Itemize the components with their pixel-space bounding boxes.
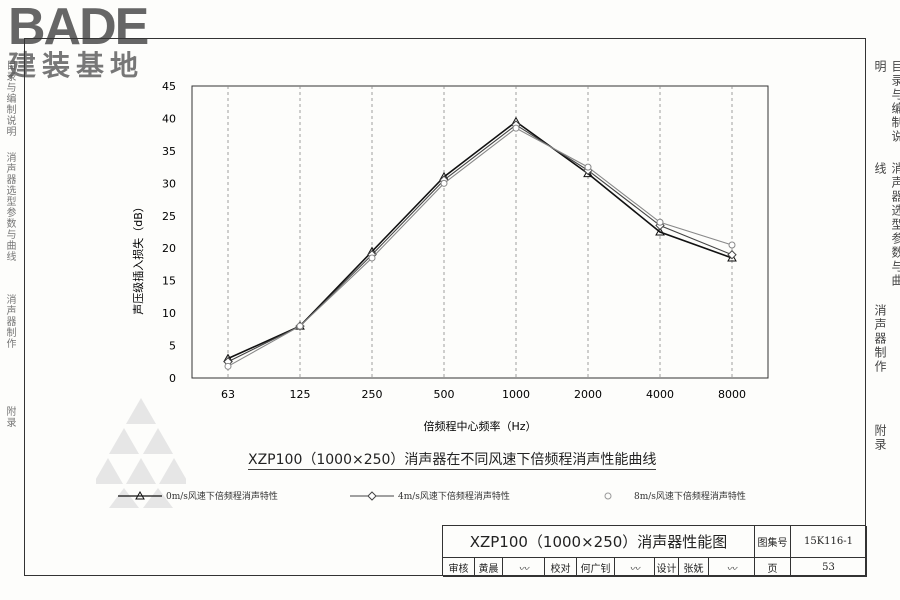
atlas-label: 图集号	[755, 526, 791, 558]
data-point-triangle	[727, 252, 737, 262]
left-tab-4[interactable]: 附录	[4, 406, 15, 428]
data-point-diamond	[727, 250, 737, 260]
data-point-circle	[584, 163, 592, 171]
plot-area	[191, 85, 769, 379]
page-number: 53	[791, 558, 867, 577]
data-point-circle	[656, 218, 664, 226]
drawing-title: XZP100（1000×250）消声器性能图	[443, 526, 755, 558]
design-label: 设计	[655, 558, 679, 577]
y-axis-label: 声压级插入损失（dB）	[131, 201, 145, 315]
designer-name: 张妩	[679, 558, 709, 577]
legend-diamond-icon	[350, 490, 394, 501]
legend-label-8m: 8m/s风速下倍频程消声特性	[634, 492, 746, 502]
checker-signature: 〰	[615, 558, 655, 577]
drawing-frame	[24, 38, 866, 576]
tab-appendix[interactable]: 附录	[873, 424, 887, 452]
y-tick-label: 25	[162, 210, 176, 223]
x-tick-label: 500	[434, 388, 455, 401]
data-point-circle	[512, 124, 520, 132]
y-tick-label: 0	[169, 372, 176, 385]
watermark-logo: BADE 建装基地	[8, 0, 178, 82]
tab-selection-params[interactable]: 消声器选型参数与曲线	[873, 162, 900, 288]
series-line-2	[227, 127, 733, 367]
x-tick-label: 250	[362, 388, 383, 401]
page-label: 页	[755, 558, 791, 577]
x-tick-label: 125	[290, 388, 311, 401]
x-tick-label: 63	[221, 388, 235, 401]
left-section-tabs: 目录与编制说明 消声器选型参数与曲线 消声器制作 附录	[2, 60, 18, 458]
checker-name: 何广钊	[577, 558, 615, 577]
data-point-triangle	[583, 168, 593, 178]
legend-item-4m: 4m/s风速下倍频程消声特性	[350, 489, 510, 502]
tab-fabrication[interactable]: 消声器制作	[873, 304, 887, 374]
review-label: 审核	[443, 558, 475, 577]
legend-label-0m: 0m/s风速下倍频程消声特性	[166, 492, 278, 502]
data-point-circle	[224, 362, 232, 370]
y-tick-label: 15	[162, 275, 176, 288]
x-tick-label: 1000	[502, 388, 530, 401]
left-tab-1[interactable]: 目录与编制说明	[4, 60, 15, 137]
brand-subtext: 建装基地	[8, 49, 145, 82]
right-section-tabs: 目录与编制说明 消声器选型参数与曲线 消声器制作 附录	[872, 60, 900, 476]
triangle-watermark-icon	[96, 398, 186, 508]
designer-signature: 〰	[709, 558, 755, 577]
reviewer-name: 黄晨	[475, 558, 503, 577]
x-tick-label: 4000	[646, 388, 674, 401]
y-tick-label: 30	[162, 177, 176, 190]
legend-circle-icon	[604, 492, 612, 499]
brand-text: BADE	[8, 0, 149, 56]
data-point-circle	[440, 179, 448, 187]
atlas-number: 15K116-1	[791, 526, 867, 558]
left-tab-2[interactable]: 消声器选型参数与曲线	[4, 152, 15, 262]
x-tick-label: 2000	[574, 388, 602, 401]
check-label: 校对	[545, 558, 577, 577]
data-point-circle	[728, 241, 736, 249]
data-point-triangle	[655, 226, 665, 236]
data-point-circle	[296, 322, 304, 330]
y-tick-label: 5	[169, 340, 176, 353]
tab-contents[interactable]: 目录与编制说明	[873, 60, 900, 144]
y-tick-label: 35	[162, 145, 176, 158]
reviewer-signature: 〰	[503, 558, 545, 577]
legend-triangle-icon	[118, 490, 162, 499]
y-tick-label: 40	[162, 112, 176, 125]
y-tick-label: 10	[162, 307, 176, 320]
title-block: XZP100（1000×250）消声器性能图 图集号 15K116-1 审核 黄…	[442, 525, 867, 577]
chart-title: XZP100（1000×250）消声器在不同风速下倍频程消声性能曲线	[248, 449, 657, 470]
legend-label-4m: 4m/s风速下倍频程消声特性	[398, 492, 510, 502]
data-point-circle	[368, 254, 376, 262]
legend-item-8m: 8m/s风速下倍频程消声特性	[586, 489, 746, 502]
legend-item-0m: 0m/s风速下倍频程消声特性	[118, 489, 278, 502]
left-tab-3[interactable]: 消声器制作	[4, 294, 15, 349]
x-axis-label: 倍频程中心频率（Hz）	[423, 419, 536, 433]
y-tick-label: 45	[162, 80, 176, 93]
x-tick-label: 8000	[718, 388, 746, 401]
y-tick-label: 20	[162, 242, 176, 255]
